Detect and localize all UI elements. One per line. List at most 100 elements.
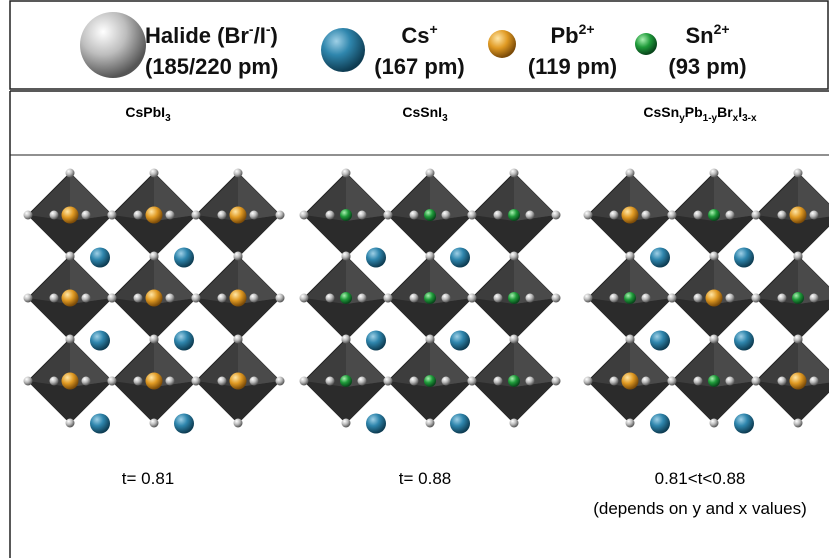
halide-atom xyxy=(133,293,143,303)
halide-atom xyxy=(233,251,243,261)
halide-atom xyxy=(249,376,259,386)
pb-atom xyxy=(229,289,247,307)
halide-atom xyxy=(777,210,787,220)
octahedron-face xyxy=(588,381,672,423)
cs-atom xyxy=(734,413,754,434)
text-part: /I xyxy=(253,23,266,48)
octahedron-face xyxy=(154,339,196,387)
halide-atom xyxy=(509,251,519,261)
octahedron-face xyxy=(112,381,196,423)
cs-atom xyxy=(650,247,670,268)
text-part: CsPbI xyxy=(125,104,166,120)
text-part: 3-x xyxy=(742,112,757,124)
pb-atom xyxy=(621,206,639,224)
halide-atom xyxy=(191,376,201,386)
text-part: ) xyxy=(270,23,278,48)
pb-atom xyxy=(145,372,163,390)
text-part: 2+ xyxy=(578,21,595,37)
octahedron-face xyxy=(514,339,556,387)
octahedron-face xyxy=(28,381,112,423)
text-part: Sn xyxy=(685,23,714,48)
halide-atom xyxy=(107,293,117,303)
octahedron-face xyxy=(672,215,756,257)
halide-atom xyxy=(149,168,159,178)
halide-atom xyxy=(409,293,419,303)
halide-atom xyxy=(509,418,519,428)
halide-atom xyxy=(49,293,59,303)
octahedron-face xyxy=(430,256,472,304)
halide-atom xyxy=(793,251,803,261)
halide-atom xyxy=(49,210,59,220)
halide-atom xyxy=(275,210,285,220)
text-part: - xyxy=(248,21,254,37)
halide-atom xyxy=(191,293,201,303)
halide-atom xyxy=(793,168,803,178)
column-title: CsPbI3 xyxy=(18,104,278,124)
halide-atom xyxy=(65,168,75,178)
halide-atom xyxy=(551,210,561,220)
sn-atom xyxy=(340,375,352,387)
halide-atom xyxy=(217,293,227,303)
octahedron-face xyxy=(388,215,472,257)
cs-atom xyxy=(90,247,110,268)
halide-atom xyxy=(107,376,117,386)
halide-atom xyxy=(325,210,335,220)
halide-atom xyxy=(65,418,75,428)
halide-atom xyxy=(149,251,159,261)
halide-atom xyxy=(425,251,435,261)
halide-atom xyxy=(525,210,535,220)
structures xyxy=(23,168,829,434)
octahedron-face xyxy=(112,215,196,257)
column-note: t= 0.81 xyxy=(8,464,288,494)
note-line: 0.81<t<0.88 xyxy=(654,469,746,488)
note-line: t= 0.81 xyxy=(121,469,175,488)
cs-atom xyxy=(450,330,470,351)
pb-atom xyxy=(621,372,639,390)
text-part: CsSn xyxy=(643,104,680,120)
octahedron-face xyxy=(798,173,829,221)
halide-atom xyxy=(165,293,175,303)
halide-atom xyxy=(625,334,635,344)
legend-name: Sn2+ xyxy=(655,14,760,51)
halide-atom xyxy=(809,376,819,386)
text-part: - xyxy=(265,21,271,37)
note-line: t= 0.88 xyxy=(398,469,452,488)
halide-atom xyxy=(693,293,703,303)
halide-atom xyxy=(551,376,561,386)
halide-atom xyxy=(441,376,451,386)
octahedron-face xyxy=(798,339,829,387)
legend-label: Pb2+ (119 pm) xyxy=(515,14,630,82)
halide-atom xyxy=(65,251,75,261)
halide-atom xyxy=(217,376,227,386)
halide-atom xyxy=(249,293,259,303)
halide-atom xyxy=(425,168,435,178)
halide-atom xyxy=(341,251,351,261)
halide-atom xyxy=(149,418,159,428)
octahedron-face xyxy=(238,256,280,304)
octahedron-face xyxy=(196,215,280,257)
halide-atom xyxy=(609,210,619,220)
sn-atom xyxy=(340,292,352,304)
legend-label: Sn2+ (93 pm) xyxy=(655,14,760,82)
cs-atom xyxy=(174,330,194,351)
octahedron-face xyxy=(70,256,112,304)
cs-atom xyxy=(366,413,386,434)
octahedron-face xyxy=(756,381,829,423)
octahedron-face xyxy=(388,298,472,340)
octahedron-face xyxy=(672,381,756,423)
octahedron-face xyxy=(714,256,756,304)
halide-atom xyxy=(425,418,435,428)
halide-atom xyxy=(133,210,143,220)
text-part: 3 xyxy=(442,112,448,124)
text-part: Halide (Br xyxy=(145,23,249,48)
sn-atom xyxy=(340,209,352,221)
halide-atom xyxy=(693,376,703,386)
halide-atom xyxy=(725,376,735,386)
legend-box xyxy=(9,0,829,90)
halide-atom xyxy=(667,210,677,220)
halide-atom xyxy=(641,376,651,386)
octahedron-face xyxy=(472,215,556,257)
halide-atom xyxy=(233,168,243,178)
pb-atom xyxy=(61,289,79,307)
